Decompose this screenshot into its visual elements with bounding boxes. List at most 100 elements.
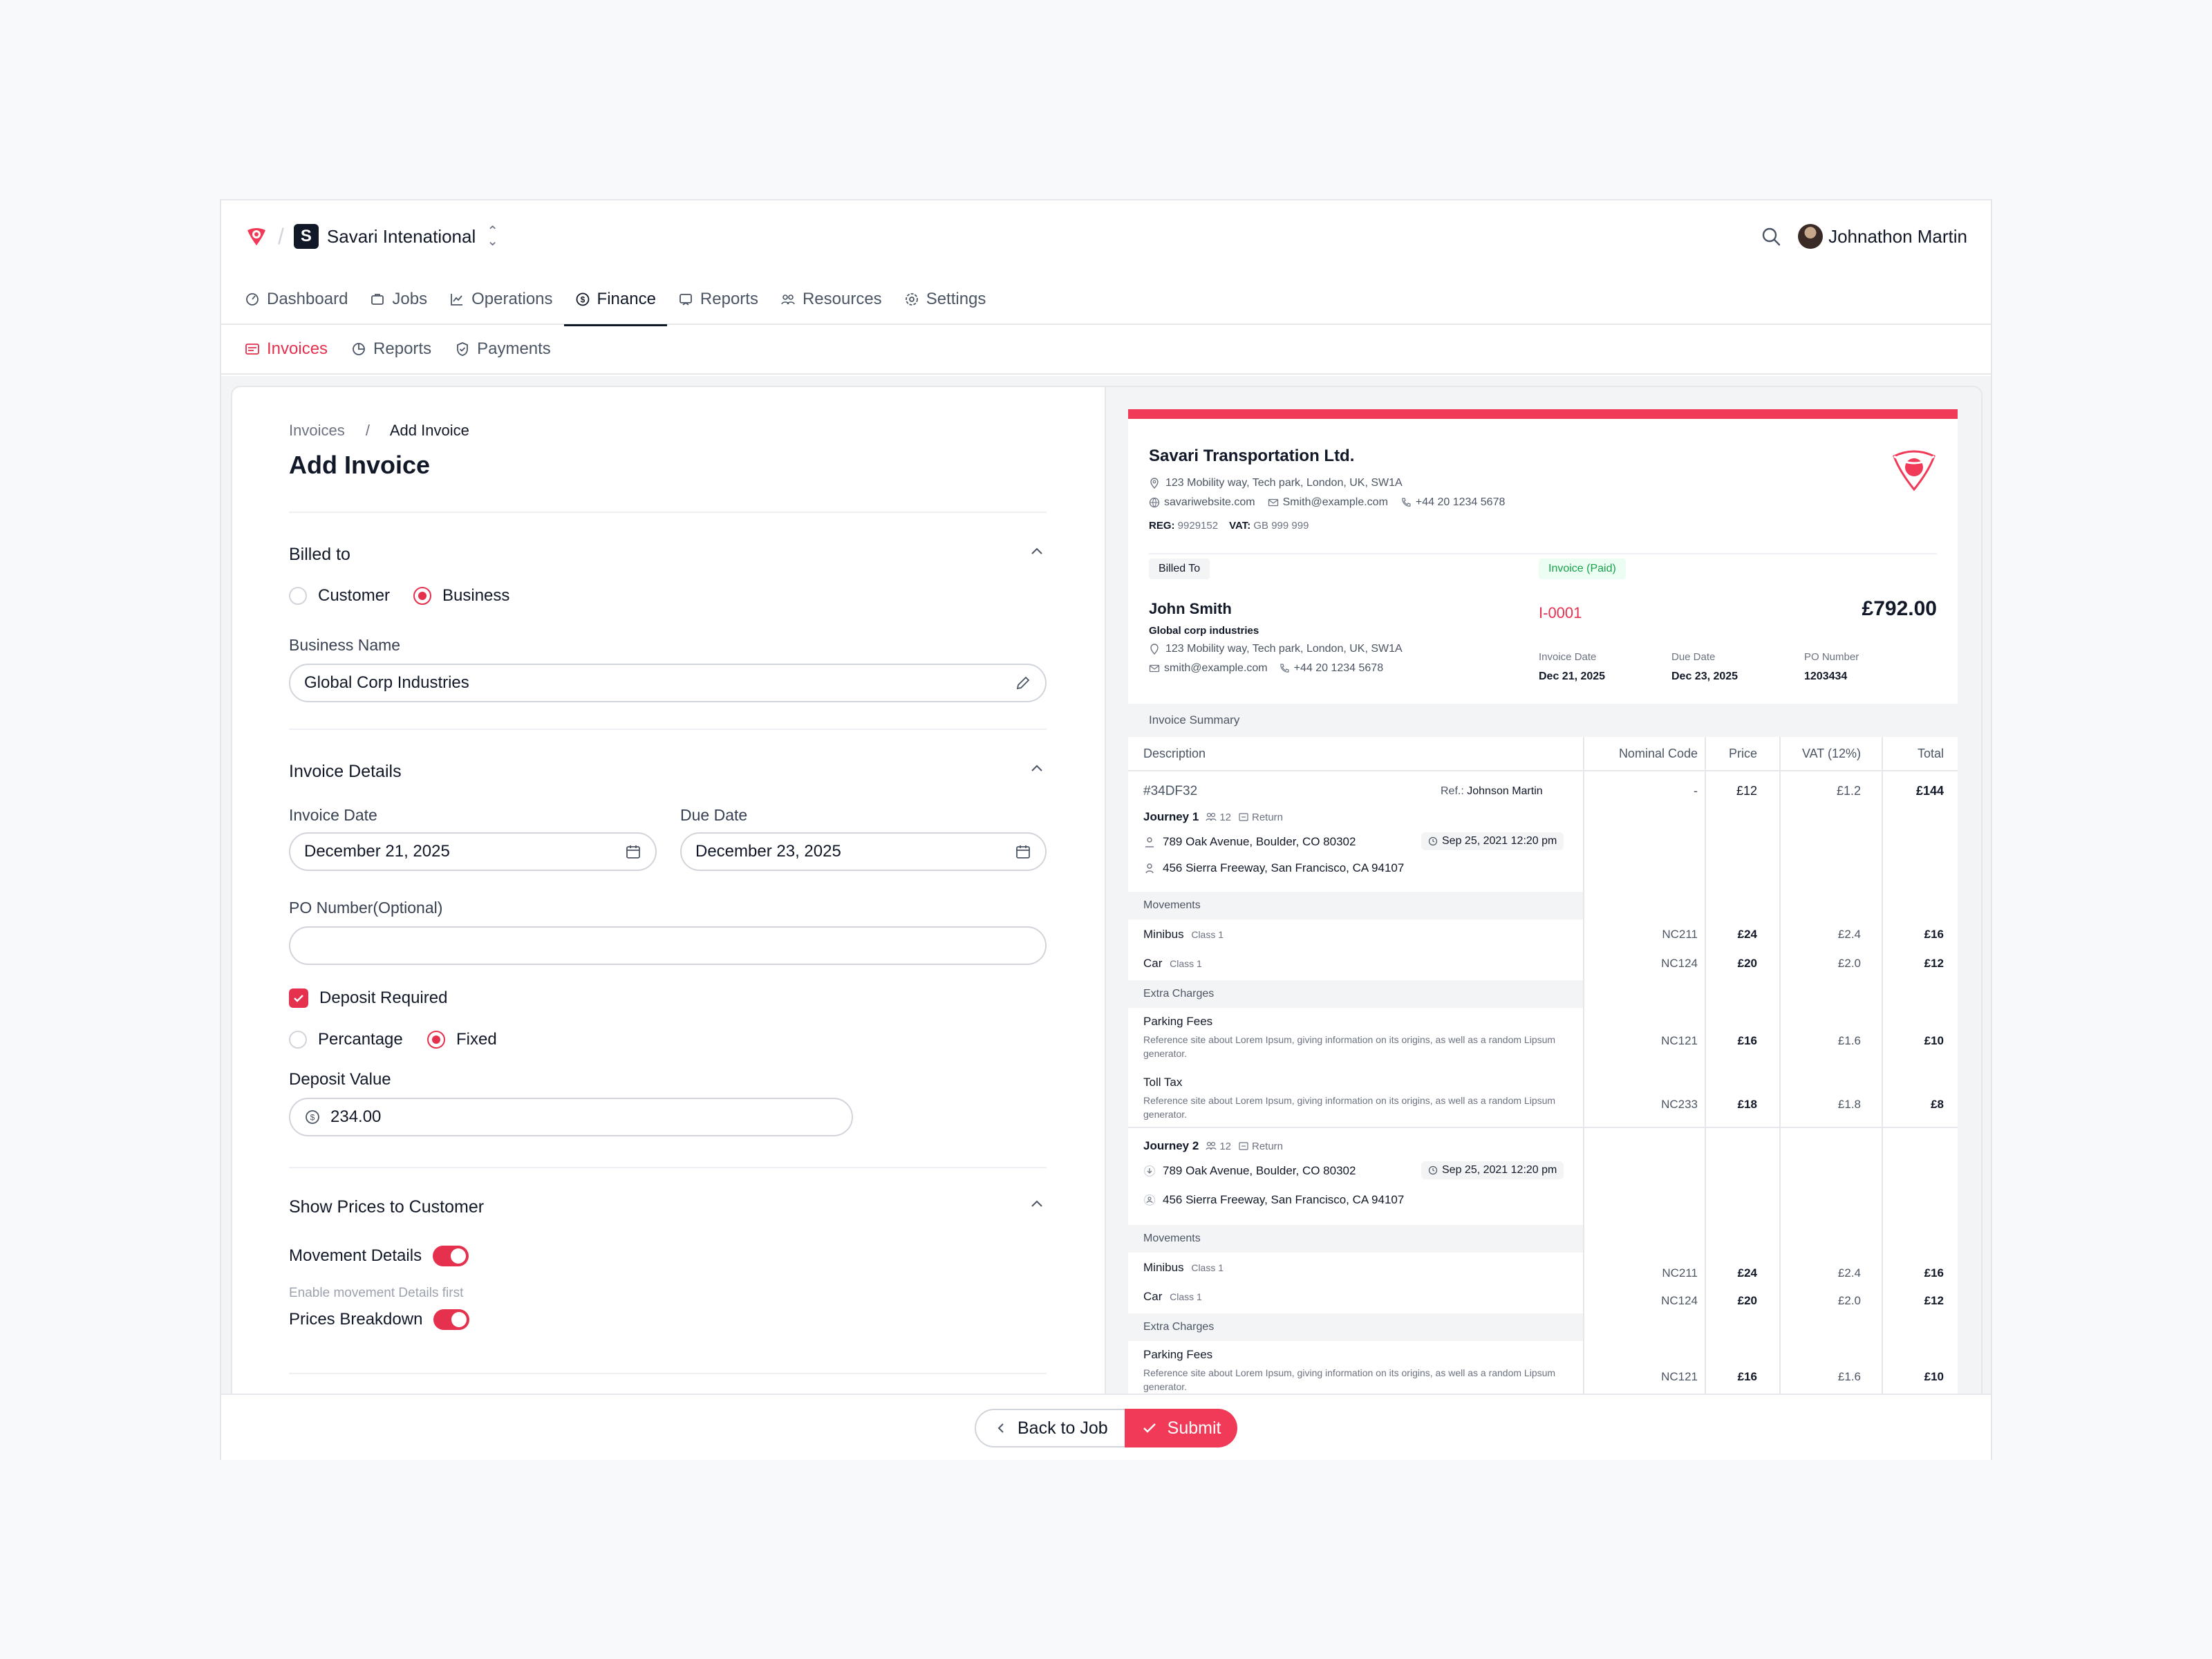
radio-button[interactable] [427, 1031, 445, 1049]
nav-resources[interactable]: Resources [769, 274, 893, 325]
reg-label: REG: [1149, 520, 1175, 532]
breadcrumb-separator: / [365, 422, 370, 439]
journey-2-from: 789 Oak Avenue, Boulder, CO 80302 [1143, 1164, 1356, 1178]
meta-due-date: Dec 23, 2025 [1671, 671, 1738, 682]
radio-button[interactable] [289, 1031, 307, 1049]
workspace-name[interactable]: Savari Intenational [326, 225, 476, 247]
ref-total: £144 [1915, 784, 1944, 798]
phone: +44 20 1234 5678 [1400, 496, 1505, 509]
nav-reports[interactable]: Reports [667, 274, 769, 325]
movement-row: Minibus Class 1 [1143, 1261, 1224, 1275]
phone-text: +44 20 1234 5678 [1415, 496, 1506, 508]
extra-vat: £1.6 [1837, 1370, 1861, 1383]
subnav-payments[interactable]: Payments [455, 339, 551, 359]
prices-breakdown-label: Prices Breakdown [289, 1310, 423, 1329]
journey-2-datetime: Sep 25, 2021 12:20 pm [1421, 1161, 1564, 1179]
movement-total: £16 [1924, 928, 1944, 941]
page-title: Add Invoice [289, 451, 431, 479]
footer-actions: Back to Job Submit [975, 1409, 1238, 1447]
summary-table-header: Description Nominal Code Price VAT (12%)… [1128, 737, 1958, 771]
checkbox-checked[interactable] [289, 988, 308, 1008]
workspace-switcher-icon[interactable]: ⌃ ⌄ [487, 224, 499, 249]
movement-total: £16 [1924, 1266, 1944, 1280]
journey-type-value: Return [1252, 811, 1284, 823]
from-address: 789 Oak Avenue, Boulder, CO 80302 [1163, 1164, 1356, 1177]
subnav-label: Reports [373, 339, 432, 358]
nav-operations[interactable]: Operations [438, 274, 563, 325]
radio-button[interactable] [289, 587, 307, 605]
calendar-icon[interactable] [625, 843, 641, 860]
extra-name: Toll Tax [1143, 1076, 1183, 1089]
chevron-up-icon[interactable] [1029, 760, 1045, 777]
movement-price: £20 [1737, 1294, 1757, 1307]
due-date-field[interactable]: December 23, 2025 [680, 832, 1047, 871]
dropoff-icon [1145, 863, 1154, 874]
subnav-invoices[interactable]: Invoices [245, 339, 328, 359]
chart-icon [451, 294, 463, 306]
clock-icon [1428, 1165, 1438, 1175]
radio-fixed[interactable]: Fixed [427, 1030, 497, 1049]
prices-breakdown-toggle[interactable] [433, 1309, 470, 1330]
movement-vat: £2.4 [1837, 1266, 1861, 1280]
radio-percentage[interactable]: Percantage [289, 1030, 403, 1049]
client-email-text: smith@example.com [1164, 662, 1268, 674]
extra-desc: Reference site about Lorem Ipsum, giving… [1143, 1095, 1556, 1120]
meta-po-label: PO Number [1804, 651, 1859, 663]
company-name: Savari Transportation Ltd. [1149, 447, 1355, 465]
app-logo-icon[interactable] [245, 225, 268, 248]
subnav-label: Invoices [267, 339, 328, 358]
col-price: Price [1728, 746, 1757, 760]
nav-label: Reports [700, 290, 758, 308]
user-menu[interactable]: Johnathon Martin [1798, 224, 1967, 249]
reg-group: REG: 9929152 [1149, 520, 1218, 532]
movement-details-label: Movement Details [289, 1246, 422, 1265]
client-contacts: smith@example.com +44 20 1234 5678 [1149, 662, 1383, 675]
nav-label: Dashboard [267, 290, 348, 308]
radio-label: Percantage [318, 1030, 403, 1049]
client-phone: +44 20 1234 5678 [1279, 662, 1383, 675]
email: Smith@example.com [1268, 496, 1388, 509]
extra-code: NC121 [1661, 1370, 1698, 1383]
divider [289, 512, 1047, 513]
deposit-required-checkbox[interactable]: Deposit Required [289, 988, 447, 1008]
calendar-icon[interactable] [1015, 843, 1031, 860]
back-label: Back to Job [1018, 1418, 1108, 1438]
chevron-up-icon[interactable] [1029, 543, 1045, 560]
radio-button[interactable] [413, 587, 431, 605]
movement-details-toggle[interactable] [433, 1246, 469, 1266]
people-icon [1206, 812, 1217, 821]
business-name-field[interactable]: Global Corp Industries [289, 664, 1047, 702]
header-right: Johnathon Martin [1761, 216, 1967, 257]
search-icon[interactable] [1761, 226, 1781, 247]
people-icon [1206, 1141, 1217, 1150]
nav-jobs[interactable]: Jobs [359, 274, 438, 325]
website: savariwebsite.com [1149, 496, 1255, 509]
subnav-reports[interactable]: Reports [351, 339, 431, 359]
radio-customer[interactable]: Customer [289, 586, 390, 606]
invoice-date-field[interactable]: December 21, 2025 [289, 832, 657, 871]
submit-label: Submit [1167, 1418, 1221, 1438]
back-to-job-button[interactable]: Back to Job [975, 1409, 1125, 1447]
nav-finance[interactable]: $ Finance [563, 274, 668, 326]
po-number-field[interactable] [289, 926, 1047, 965]
location-pin-icon [1150, 644, 1159, 655]
deposit-value-field[interactable]: $ 234.00 [289, 1098, 853, 1136]
nav-label: Resources [802, 290, 882, 308]
pencil-icon[interactable] [1015, 675, 1031, 691]
movement-row: Car Class 1 [1143, 957, 1202, 971]
movement-name: Minibus [1143, 1261, 1184, 1274]
company-address: 123 Mobility way, Tech park, London, UK,… [1149, 477, 1403, 489]
breadcrumb-parent[interactable]: Invoices [289, 422, 345, 439]
movement-total: £12 [1924, 1294, 1944, 1307]
divider [289, 1167, 1047, 1168]
phone-icon [1280, 664, 1289, 673]
check-icon [1143, 1423, 1156, 1433]
from-address: 789 Oak Avenue, Boulder, CO 80302 [1163, 835, 1356, 848]
submit-button[interactable]: Submit [1124, 1409, 1238, 1447]
pickup-icon [1145, 837, 1154, 847]
radio-label: Fixed [456, 1030, 497, 1049]
chevron-up-icon[interactable] [1029, 1196, 1045, 1212]
nav-settings[interactable]: Settings [893, 274, 997, 325]
nav-dashboard[interactable]: Dashboard [245, 274, 359, 325]
radio-business[interactable]: Business [413, 586, 509, 606]
